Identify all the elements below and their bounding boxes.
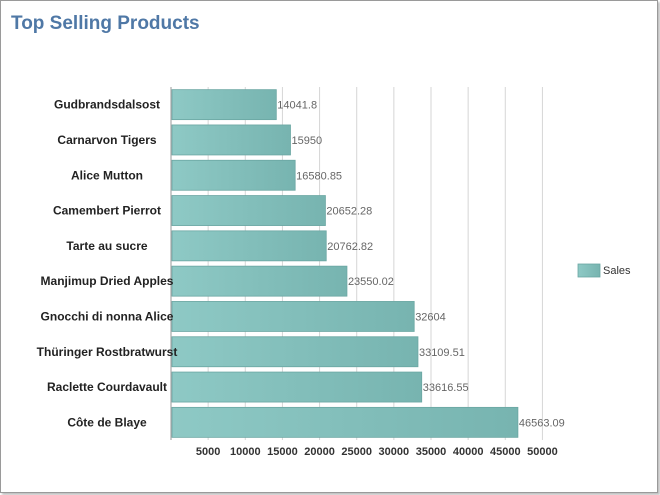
x-tick-label: 5000 [196, 446, 220, 458]
bar [171, 336, 419, 368]
bar [171, 301, 415, 332]
data-label: 16580.85 [296, 170, 342, 182]
bar [171, 230, 327, 262]
data-label: 15950 [291, 135, 322, 147]
data-label: 23550.02 [348, 276, 394, 288]
x-tick-label: 25000 [341, 446, 372, 458]
category-label: Raclette Courdavault [47, 380, 167, 394]
category-label: Gudbrandsdalsost [54, 98, 160, 112]
x-tick-label: 45000 [490, 446, 521, 458]
category-label: Gnocchi di nonna Alice [41, 309, 174, 323]
legend-swatch [577, 263, 601, 278]
x-tick-label: 10000 [230, 446, 261, 458]
category-label: Côte de Blaye [67, 415, 147, 429]
category-label: Carnarvon Tigers [57, 133, 156, 147]
x-tick-label: 30000 [379, 446, 410, 458]
bar [171, 406, 519, 438]
data-label: 46563.09 [519, 417, 565, 429]
data-label: 20652.28 [326, 206, 372, 218]
data-label: 33616.55 [423, 382, 469, 394]
chart-title: Top Selling Products [11, 13, 200, 34]
category-label: Thüringer Rostbratwurst [37, 345, 178, 359]
category-label: Tarte au sucre [66, 239, 147, 253]
bar [171, 124, 291, 156]
x-tick-labels: 5000 10000 15000 20000 25000 30000 35000 40000 4… [196, 446, 558, 458]
data-label: 32604 [415, 311, 446, 323]
bar [171, 159, 296, 191]
category-label: Alice Mutton [71, 168, 143, 182]
bar [171, 195, 326, 226]
x-tick-label: 35000 [416, 446, 447, 458]
category-labels: Gudbrandsdalsost Carnarvon Tigers Alice Mu… [37, 98, 178, 430]
category-label: Camembert Pierrot [53, 204, 161, 218]
x-tick-label: 40000 [453, 446, 484, 458]
x-tick-label: 50000 [527, 446, 558, 458]
x-tick-label: 20000 [304, 446, 335, 458]
bars [171, 89, 519, 438]
bar [171, 89, 277, 121]
data-label: 14041.8 [277, 100, 317, 112]
bar [171, 265, 348, 297]
data-label: 33109.51 [419, 347, 465, 359]
category-label: Manjimup Dried Apples [41, 274, 174, 288]
data-label: 20762.82 [327, 241, 373, 253]
legend-label: Sales [603, 265, 631, 277]
bar [171, 371, 423, 403]
legend: Sales [577, 263, 631, 278]
value-labels: 14041.8 15950 16580.85 20652.28 20762.82 2355… [277, 100, 564, 430]
x-tick-label: 15000 [267, 446, 298, 458]
